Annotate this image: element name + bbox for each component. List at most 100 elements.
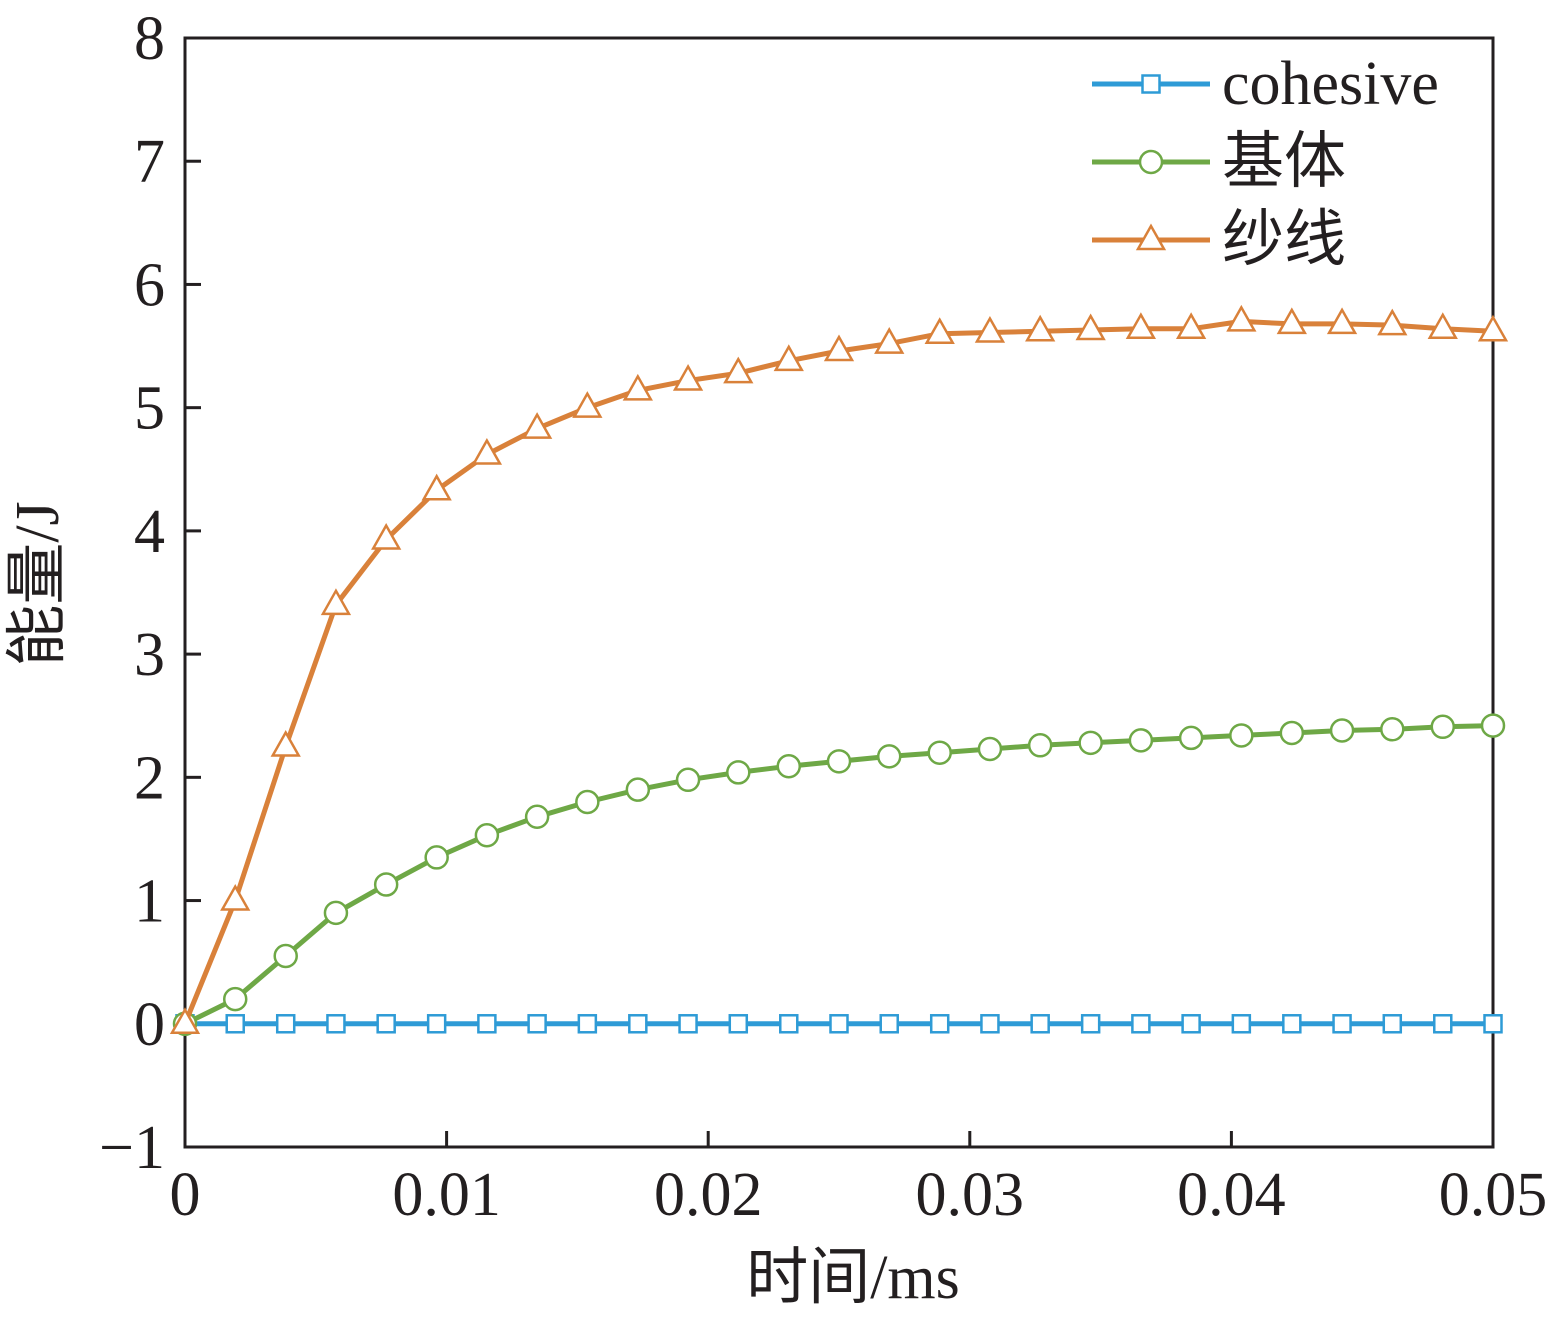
data-point <box>1377 308 1408 336</box>
data-point <box>220 884 251 911</box>
data-point <box>678 1014 698 1034</box>
x-tick-label: 0 <box>170 1161 201 1229</box>
data-point <box>672 364 704 391</box>
y-tick-label: 3 <box>134 621 165 689</box>
x-tick-label: 0.05 <box>1439 1161 1548 1229</box>
data-point <box>270 729 301 757</box>
data-point <box>1282 1014 1302 1034</box>
data-point <box>575 789 600 815</box>
data-point <box>1027 733 1053 758</box>
data-point <box>1175 312 1207 340</box>
plot-frame <box>183 36 1495 1149</box>
data-point <box>521 412 553 439</box>
data-point <box>1329 718 1355 743</box>
data-point <box>1480 713 1506 738</box>
data-point <box>474 822 500 848</box>
y-tick-label: 7 <box>134 128 165 196</box>
series-2 <box>169 304 1509 1035</box>
y-tick-label: 0 <box>134 991 165 1059</box>
data-point <box>1128 728 1154 753</box>
data-point <box>1131 1014 1151 1034</box>
data-point <box>273 943 298 969</box>
data-point <box>1380 717 1405 742</box>
series-1 <box>172 713 1506 1037</box>
y-tick-label: 8 <box>134 5 165 73</box>
data-point <box>823 334 855 362</box>
x-tick-label: 0.04 <box>1177 1161 1286 1229</box>
data-point <box>1332 1014 1352 1034</box>
data-point <box>320 588 352 616</box>
series-0 <box>175 1014 1503 1034</box>
data-point <box>524 804 550 830</box>
data-point <box>924 317 955 344</box>
data-point <box>980 1014 1000 1034</box>
x-tick-label: 0.01 <box>392 1161 501 1229</box>
x-tick-label: 0.02 <box>654 1161 763 1229</box>
data-point <box>421 473 452 501</box>
data-point <box>169 1007 201 1035</box>
data-point <box>1483 1014 1503 1034</box>
data-point <box>773 344 804 372</box>
data-point <box>1025 314 1056 342</box>
data-point <box>876 744 902 769</box>
data-point <box>222 986 248 1012</box>
data-point <box>1229 723 1254 748</box>
legend-marker <box>1138 149 1164 175</box>
data-point <box>829 1014 849 1034</box>
data-point <box>1231 1014 1252 1034</box>
y-axis-title: 能量/J <box>4 501 72 666</box>
data-point <box>326 1014 346 1034</box>
legend-label: 基体 <box>1222 128 1346 196</box>
data-point <box>1178 725 1204 751</box>
data-point <box>577 1014 598 1034</box>
data-point <box>675 767 701 793</box>
data-point <box>1427 312 1458 340</box>
y-tick-label: 2 <box>134 744 165 812</box>
legend-label: cohesive <box>1222 50 1439 118</box>
data-point <box>1226 304 1257 332</box>
data-point <box>929 1014 950 1034</box>
data-point <box>527 1014 547 1034</box>
data-point <box>371 522 402 550</box>
data-point <box>426 1014 447 1034</box>
data-point <box>477 1014 497 1034</box>
data-point <box>572 391 603 418</box>
data-point <box>1326 307 1358 335</box>
data-point <box>1078 730 1103 756</box>
data-point <box>628 1014 648 1034</box>
data-point <box>826 749 852 774</box>
y-tick-label: 5 <box>134 375 165 443</box>
data-point <box>1279 720 1305 746</box>
data-point <box>225 1014 245 1034</box>
y-tick-label: −1 <box>99 1114 165 1182</box>
data-point <box>323 900 349 926</box>
data-point <box>977 736 1003 762</box>
series-line <box>182 318 1496 1027</box>
data-point <box>376 1014 396 1034</box>
legend-label: 纱线 <box>1222 206 1346 274</box>
data-point <box>1125 312 1157 340</box>
data-point <box>779 1014 799 1034</box>
data-point <box>1430 714 1456 740</box>
x-axis-title: 时间/ms <box>746 1244 960 1312</box>
data-point <box>1433 1014 1453 1034</box>
y-tick-label: 4 <box>134 498 165 566</box>
data-point <box>424 845 449 870</box>
data-point <box>879 1014 899 1034</box>
x-tick-label: 0.03 <box>916 1161 1025 1229</box>
data-point <box>728 1014 749 1034</box>
data-point <box>471 437 503 465</box>
data-point <box>373 872 399 897</box>
data-point <box>1030 1014 1050 1034</box>
data-point <box>1181 1014 1201 1034</box>
data-point <box>1477 314 1509 342</box>
y-tick-label: 1 <box>134 868 165 936</box>
data-point <box>275 1014 296 1034</box>
legend-marker <box>1135 223 1167 251</box>
data-point <box>1276 307 1307 335</box>
data-point <box>1382 1014 1403 1034</box>
data-point <box>874 327 905 354</box>
data-point <box>974 315 1006 343</box>
